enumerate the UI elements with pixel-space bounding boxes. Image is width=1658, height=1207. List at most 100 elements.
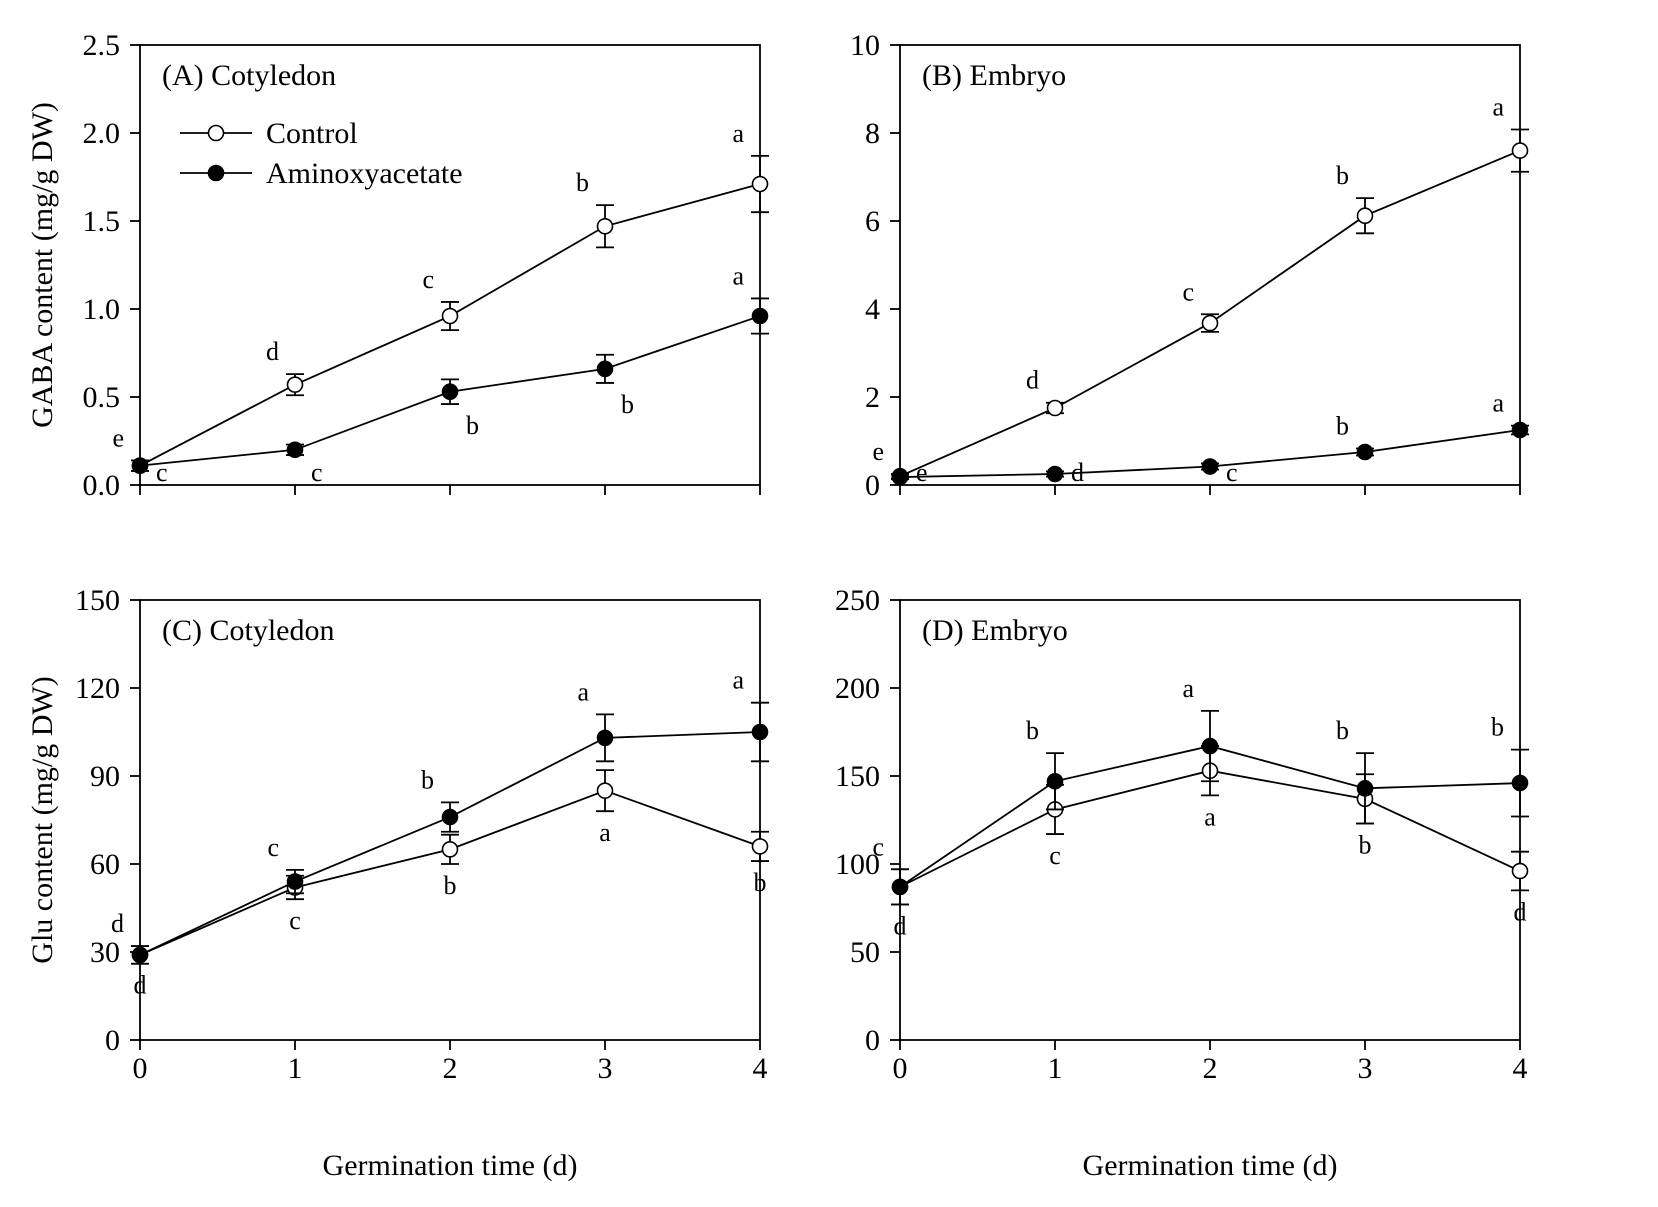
- significance-letter: d: [266, 337, 279, 366]
- x-tick-label: 4: [753, 1052, 768, 1085]
- x-tick-label: 1: [288, 1052, 303, 1085]
- data-point-control: [443, 842, 458, 857]
- data-point-aminoxyacetate: [753, 309, 768, 324]
- significance-letter: b: [1336, 716, 1349, 745]
- data-point-control: [1048, 401, 1063, 416]
- data-point-aminoxyacetate: [1048, 467, 1063, 482]
- significance-letter: a: [732, 666, 744, 695]
- legend-label: Aminoxyacetate: [266, 157, 463, 190]
- significance-letter: d: [1026, 366, 1039, 395]
- significance-letter: a: [1492, 92, 1504, 121]
- significance-letter: b: [621, 390, 634, 419]
- data-point-aminoxyacetate: [443, 810, 458, 825]
- significance-letter: b: [576, 168, 589, 197]
- multi-panel-line-chart: 0.0 0.5 1.0 1.5 2.0 2.5 (A) Cotyledon Control Am…: [0, 0, 1658, 1207]
- x-tick-label: 3: [1358, 1052, 1373, 1085]
- significance-letter: c: [1226, 458, 1238, 487]
- significance-letter: e: [872, 437, 884, 466]
- significance-letter: a: [1182, 674, 1194, 703]
- data-point-aminoxyacetate: [753, 725, 768, 740]
- y-tick-label: 60: [90, 848, 120, 881]
- y-tick-label: 200: [835, 672, 880, 705]
- significance-letter: d: [1514, 897, 1527, 926]
- y-tick-label: 6: [865, 205, 880, 238]
- data-point-aminoxyacetate: [133, 947, 148, 962]
- significance-letter: d: [134, 971, 147, 1000]
- y-axis-label: Glu content (mg/g DW): [26, 676, 59, 963]
- significance-letter: d: [894, 911, 907, 940]
- data-point-aminoxyacetate: [598, 361, 613, 376]
- y-tick-label: 2.0: [83, 117, 121, 150]
- y-tick-label: 120: [75, 672, 120, 705]
- significance-letter: e: [916, 458, 928, 487]
- significance-letter: b: [1026, 716, 1039, 745]
- data-point-aminoxyacetate: [1358, 445, 1373, 460]
- data-point-control: [443, 309, 458, 324]
- data-point-aminoxyacetate: [1358, 781, 1373, 796]
- x-tick-label: 1: [1048, 1052, 1063, 1085]
- y-tick-label: 0.0: [83, 469, 121, 502]
- y-tick-label: 1.5: [83, 205, 121, 238]
- data-point-control: [1358, 208, 1373, 223]
- significance-letter: b: [444, 871, 457, 900]
- significance-letter: b: [466, 411, 479, 440]
- data-point-aminoxyacetate: [893, 879, 908, 894]
- x-tick-label: 3: [598, 1052, 613, 1085]
- x-tick-label: 2: [443, 1052, 458, 1085]
- significance-letter: b: [1359, 831, 1372, 860]
- data-point-aminoxyacetate: [133, 458, 148, 473]
- panel-title: (C) Cotyledon: [162, 614, 335, 647]
- significance-letter: c: [289, 906, 301, 935]
- y-tick-label: 10: [850, 29, 880, 62]
- y-tick-label: 0.5: [83, 381, 121, 414]
- data-point-control: [753, 839, 768, 854]
- x-axis-label: Germination time (d): [1083, 1149, 1338, 1182]
- data-point-aminoxyacetate: [1203, 459, 1218, 474]
- y-tick-label: 90: [90, 760, 120, 793]
- y-tick-label: 30: [90, 936, 120, 969]
- significance-letter: a: [577, 677, 589, 706]
- y-tick-label: 8: [865, 117, 880, 150]
- significance-letter: e: [112, 423, 124, 452]
- y-tick-label: 250: [835, 584, 880, 617]
- significance-letter: b: [1336, 161, 1349, 190]
- data-point-aminoxyacetate: [893, 470, 908, 485]
- data-point-aminoxyacetate: [1048, 774, 1063, 789]
- significance-letter: c: [422, 265, 434, 294]
- y-tick-label: 2: [865, 381, 880, 414]
- x-axis-label: Germination time (d): [323, 1149, 578, 1182]
- panel-title: (D) Embryo: [922, 614, 1068, 647]
- y-tick-label: 2.5: [83, 29, 121, 62]
- significance-letter: c: [1182, 277, 1194, 306]
- y-tick-label: 1.0: [83, 293, 121, 326]
- panel-title: (A) Cotyledon: [162, 59, 336, 92]
- significance-letter: d: [1071, 458, 1084, 487]
- x-tick-label: 2: [1203, 1052, 1218, 1085]
- x-tick-label: 4: [1513, 1052, 1528, 1085]
- data-point-control: [598, 783, 613, 798]
- significance-letter: b: [1336, 411, 1349, 440]
- data-point-control: [1203, 316, 1218, 331]
- significance-letter: d: [111, 909, 124, 938]
- y-tick-label: 0: [865, 1024, 880, 1057]
- data-point-aminoxyacetate: [1513, 423, 1528, 438]
- panel-title: (B) Embryo: [922, 59, 1066, 92]
- data-point-control: [598, 219, 613, 234]
- data-point-control: [1513, 864, 1528, 879]
- y-axis-label: GABA content (mg/g DW): [26, 102, 59, 428]
- data-point-aminoxyacetate: [288, 874, 303, 889]
- significance-letter: c: [1049, 841, 1061, 870]
- significance-letter: b: [1491, 713, 1504, 742]
- significance-letter: a: [1492, 389, 1504, 418]
- data-point-control: [1513, 143, 1528, 158]
- data-point-aminoxyacetate: [1203, 739, 1218, 754]
- significance-letter: a: [599, 818, 611, 847]
- data-point-control: [753, 177, 768, 192]
- y-tick-label: 0: [105, 1024, 120, 1057]
- y-tick-label: 50: [850, 936, 880, 969]
- significance-letter: b: [754, 868, 767, 897]
- y-tick-label: 0: [865, 469, 880, 502]
- significance-letter: a: [1204, 802, 1216, 831]
- legend-label: Control: [266, 117, 358, 150]
- significance-letter: c: [311, 458, 323, 487]
